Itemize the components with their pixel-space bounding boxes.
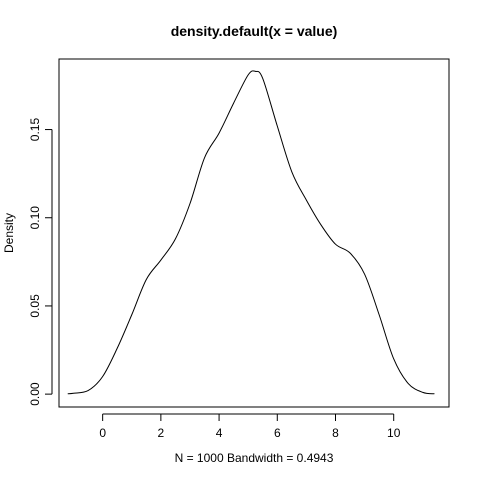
x-tick-label: 10 [387, 426, 401, 440]
x-axis-label: N = 1000 Bandwidth = 0.4943 [175, 451, 334, 465]
x-tick-label: 8 [332, 426, 339, 440]
y-tick-label: 0.15 [28, 118, 42, 142]
plot-frame [58, 58, 450, 408]
y-axis: 0.00 0.05 0.10 0.15 [28, 118, 53, 406]
chart-title: density.default(x = value) [171, 23, 338, 39]
y-tick-label: 0.10 [28, 206, 42, 230]
y-tick-label: 0.00 [28, 382, 42, 406]
x-axis: 0 2 4 6 8 10 [99, 413, 401, 440]
density-curve [67, 70, 435, 395]
x-tick-label: 0 [99, 426, 106, 440]
x-tick-label: 2 [158, 426, 165, 440]
x-tick-label: 4 [216, 426, 223, 440]
y-tick-label: 0.05 [28, 294, 42, 318]
y-axis-label: Density [2, 213, 16, 253]
x-tick-label: 6 [274, 426, 281, 440]
